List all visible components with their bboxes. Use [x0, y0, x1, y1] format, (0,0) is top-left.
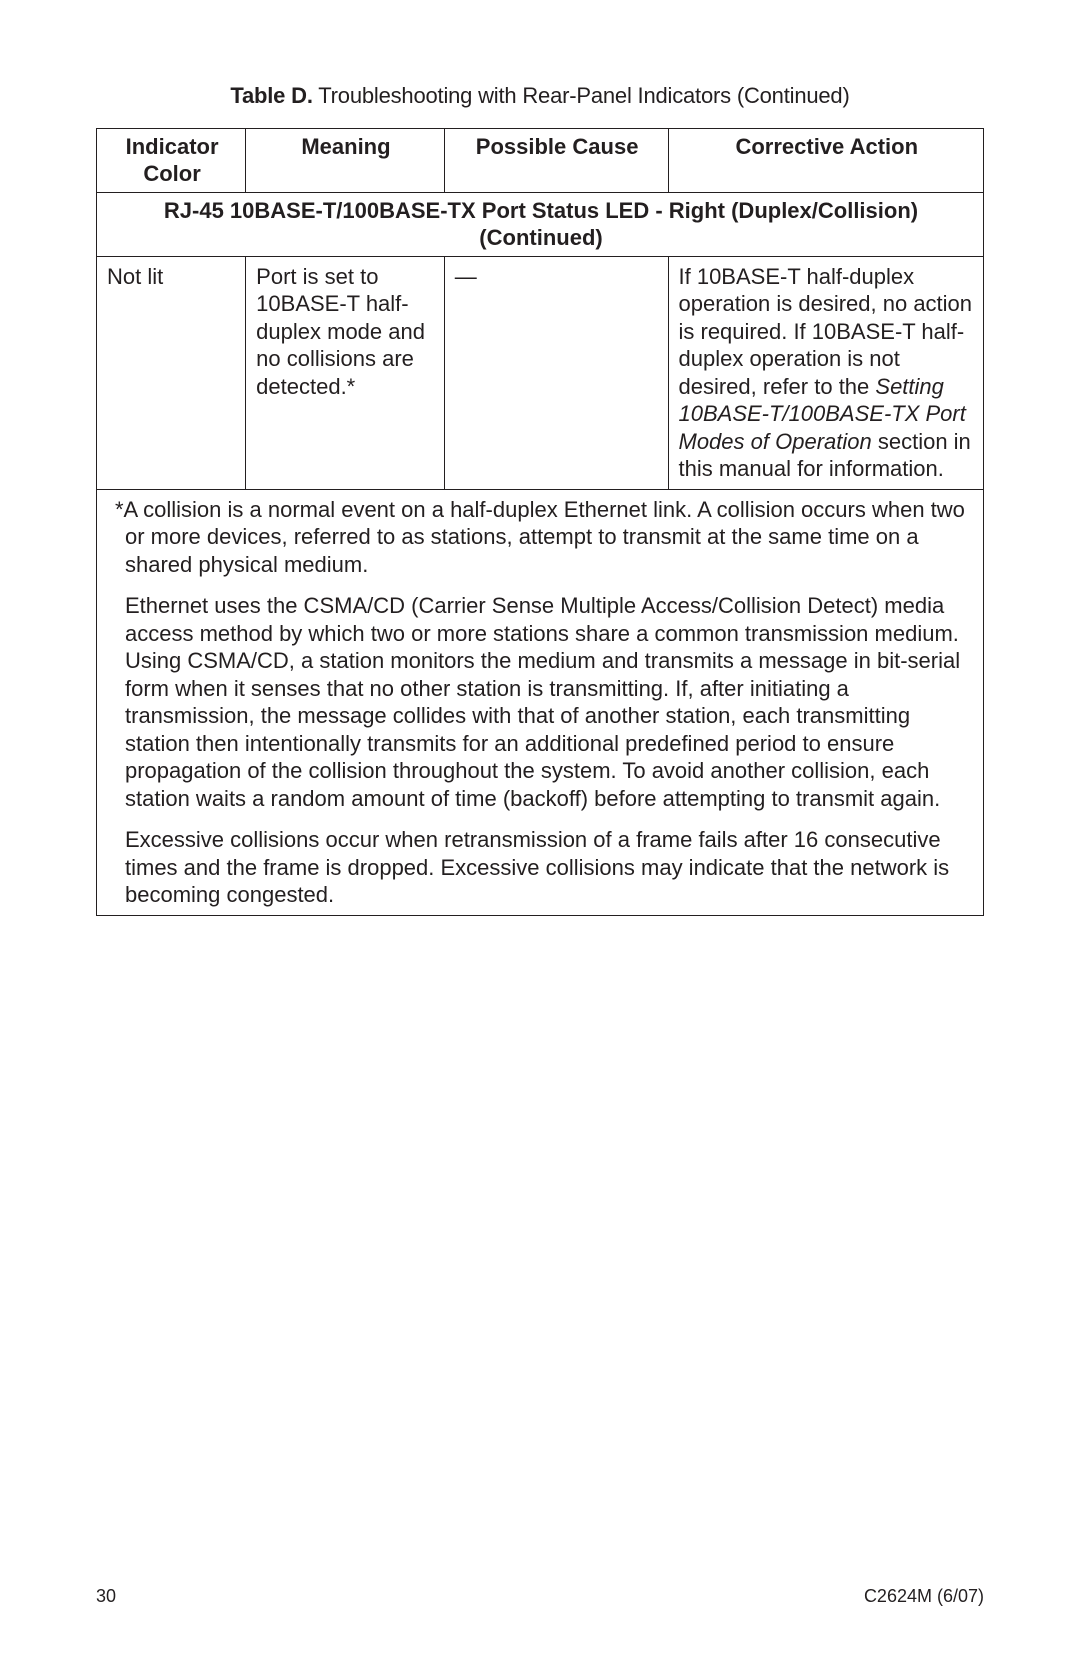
table-footnote-row: *A collision is a normal event on a half… — [97, 489, 984, 915]
table-caption: Table D. Troubleshooting with Rear-Panel… — [96, 82, 984, 110]
header-meaning: Meaning — [246, 128, 445, 192]
doc-reference: C2624M (6/07) — [864, 1585, 984, 1608]
cell-indicator: Not lit — [97, 256, 246, 489]
footnote-cell: *A collision is a normal event on a half… — [97, 489, 984, 915]
table-section-header: RJ-45 10BASE-T/100BASE-TX Port Status LE… — [97, 192, 984, 256]
header-possible-cause: Possible Cause — [444, 128, 668, 192]
table-row: Not lit Port is set to 10BASE-T half-dup… — [97, 256, 984, 489]
table-header-row: Indicator Color Meaning Possible Cause C… — [97, 128, 984, 192]
page-number: 30 — [96, 1585, 116, 1608]
header-indicator-color: Indicator Color — [97, 128, 246, 192]
footnote-p1: *A collision is a normal event on a half… — [107, 496, 975, 579]
header-corrective-action: Corrective Action — [668, 128, 984, 192]
cell-cause: — — [444, 256, 668, 489]
page-footer: 30 C2624M (6/07) — [96, 1585, 984, 1608]
troubleshooting-table: Indicator Color Meaning Possible Cause C… — [96, 128, 984, 916]
footnote-p2: Ethernet uses the CSMA/CD (Carrier Sense… — [107, 592, 975, 812]
cell-meaning: Port is set to 10BASE-T half-duplex mode… — [246, 256, 445, 489]
section-title: RJ-45 10BASE-T/100BASE-TX Port Status LE… — [97, 192, 984, 256]
footnote-p3: Excessive collisions occur when retransm… — [107, 826, 975, 909]
table-caption-label: Table D. — [230, 83, 312, 108]
cell-action: If 10BASE-T half-duplex operation is des… — [668, 256, 984, 489]
table-caption-title: Troubleshooting with Rear-Panel Indicato… — [318, 83, 849, 108]
